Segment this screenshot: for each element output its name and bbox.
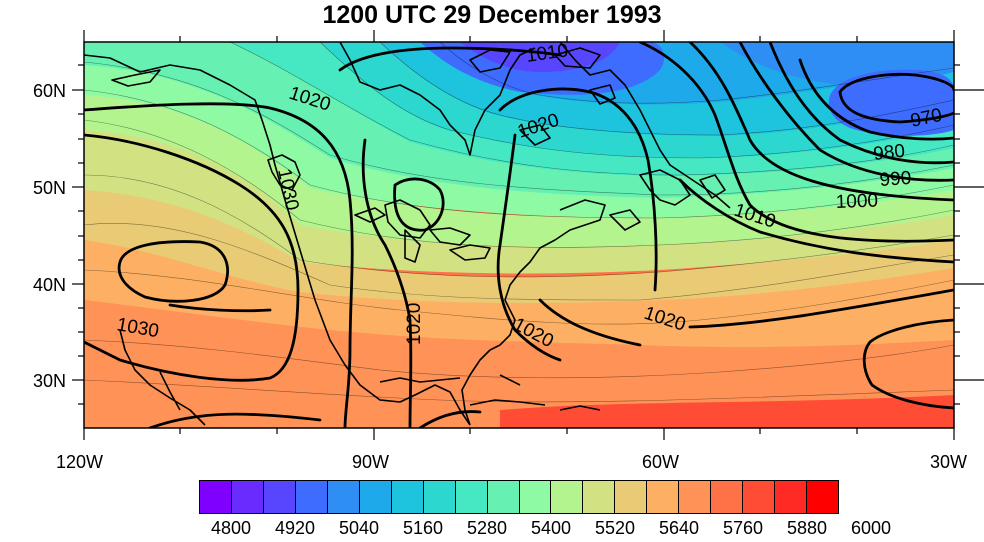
colorbar-swatch [391,481,424,513]
colorbar-swatch [295,481,328,513]
colorbar-swatch [519,481,552,513]
colorbar-label: 5520 [594,518,636,538]
colorbar-swatch [743,481,776,513]
colorbar-swatch [200,481,232,513]
lon-label-90w: 90W [352,452,390,472]
isobar-label-990: 990 [879,168,912,191]
colorbar-label: 5400 [530,518,572,538]
colorbar-swatch [551,481,584,513]
colorbar-swatch [615,481,648,513]
colorbar-swatch [359,481,392,513]
map-title: 1200 UTC 29 December 1993 [322,1,662,29]
lon-label-30w: 30W [930,452,968,472]
colorbar-swatch [487,481,520,513]
pressure-isobars [84,42,954,428]
colorbar [199,480,839,514]
map-frame [83,41,955,429]
lat-label-50n: 50N [32,178,66,198]
lon-label-60w: 60W [642,452,680,472]
colorbar-swatch [583,481,616,513]
colorbar-label: 4920 [274,518,316,538]
colorbar-label: 5160 [402,518,444,538]
lon-label-120w: 120W [56,452,104,472]
colorbar-label: 5640 [658,518,700,538]
colorbar-label: 4800 [210,518,252,538]
colorbar-label: 5280 [466,518,508,538]
isobar-label-1020-center: 1020 [404,303,425,345]
colorbar-swatch [647,481,680,513]
colorbar-swatch [775,481,808,513]
colorbar-label: 5040 [338,518,380,538]
colorbar-swatch [711,481,744,513]
colorbar-swatch [679,481,712,513]
isobar-label-980: 980 [872,141,906,165]
colorbar-swatch [231,481,264,513]
colorbar-label: 5880 [786,518,828,538]
colorbar-swatch [423,481,456,513]
colorbar-swatch [327,481,360,513]
colorbar-label: 6000 [850,518,892,538]
colorbar-label: 5760 [722,518,764,538]
axis-ticks [72,30,984,440]
lat-label-40n: 40N [32,275,66,295]
isobar-label-1000: 1000 [835,191,878,213]
lat-label-60n: 60N [32,81,66,101]
colorbar-swatch [263,481,296,513]
lat-label-30n: 30N [32,371,66,391]
colorbar-swatch [455,481,488,513]
colorbar-swatch [807,481,839,513]
